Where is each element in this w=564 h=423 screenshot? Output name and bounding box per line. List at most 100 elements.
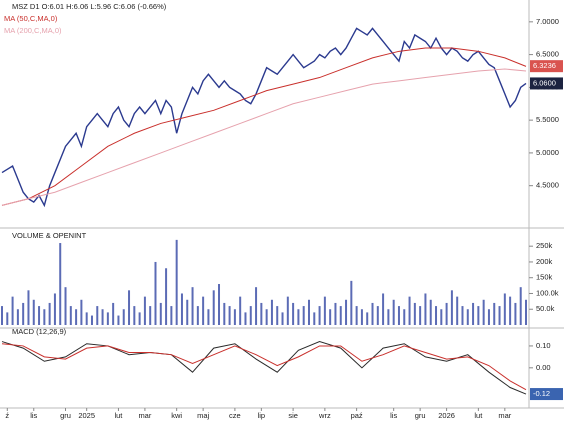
volume-bar — [307, 299, 310, 325]
volume-bar — [281, 312, 284, 325]
volume-bar — [159, 302, 162, 325]
y-tick-label: 50.0k — [536, 304, 555, 313]
volume-bar — [382, 293, 385, 325]
volume-bar — [122, 309, 125, 325]
volume-bar — [461, 306, 464, 325]
volume-bar — [435, 306, 438, 325]
volume-bar — [53, 293, 56, 325]
volume-bar — [69, 306, 72, 325]
volume-bar — [413, 302, 416, 325]
volume-bar — [440, 309, 443, 325]
x-tick-label: maj — [197, 411, 209, 420]
volume-bar — [196, 306, 199, 325]
volume-bar — [255, 287, 258, 325]
volume-bar — [466, 309, 469, 325]
y-tick-label: 0.10 — [536, 341, 551, 350]
panel-title: VOLUME & OPENINT — [12, 231, 87, 240]
volume-bar — [329, 309, 332, 325]
value-tag-label: 6.3236 — [533, 61, 556, 70]
volume-bar — [286, 296, 289, 325]
volume-bar — [318, 306, 321, 325]
volume-bar — [323, 296, 326, 325]
x-tick-label: lis — [390, 411, 397, 420]
volume-bar — [487, 309, 490, 325]
legend-entry: MA (50,C,MA,0) — [4, 14, 58, 23]
volume-bar — [75, 309, 78, 325]
volume-bar — [509, 296, 512, 325]
series-line — [1, 27, 527, 208]
volume-bar — [143, 296, 146, 325]
volume-bar — [218, 284, 221, 325]
volume-bar — [265, 309, 268, 325]
x-tick-label: gru — [60, 411, 71, 420]
value-tag — [530, 60, 563, 73]
x-tick-label: lis — [30, 411, 37, 420]
y-tick-label: 6.5000 — [536, 50, 559, 59]
volume-bar — [101, 309, 104, 325]
volume-bar — [48, 302, 51, 325]
volume-bar — [22, 302, 25, 325]
volume-bar — [133, 306, 136, 325]
volume-bar — [11, 296, 14, 325]
volume-bar — [519, 287, 522, 325]
volume-bar — [16, 309, 19, 325]
volume-bar — [223, 302, 226, 325]
volume-bar — [360, 309, 363, 325]
x-tick-label: ź — [5, 411, 9, 420]
value-tag — [530, 77, 563, 90]
y-tick-label: 0.00 — [536, 363, 551, 372]
volume-bar — [80, 299, 83, 325]
x-tick-label: lut — [114, 411, 123, 420]
x-tick-label: 2025 — [78, 411, 95, 420]
x-tick-label: gru — [415, 411, 426, 420]
volume-bar — [59, 243, 62, 325]
volume-bar — [90, 315, 93, 325]
volume-bar — [350, 280, 353, 325]
volume-bar — [117, 315, 120, 325]
volume-bar — [207, 309, 210, 325]
y-tick-label: 250k — [536, 241, 553, 250]
x-tick-label: mar — [498, 411, 511, 420]
volume-bar — [165, 268, 168, 325]
volume-bar — [456, 296, 459, 325]
volume-bar — [424, 293, 427, 325]
volume-bar — [387, 309, 390, 325]
volume-bar — [6, 312, 9, 325]
series-line — [1, 47, 527, 206]
volume-bar — [429, 299, 432, 325]
volume-bar — [233, 309, 236, 325]
x-tick-label: mar — [138, 411, 151, 420]
x-tick-label: cze — [229, 411, 241, 420]
y-tick-label: 4.5000 — [536, 181, 559, 190]
volume-bar — [43, 309, 46, 325]
volume-bar — [397, 306, 400, 325]
volume-bar — [371, 302, 374, 325]
volume-bar — [419, 306, 422, 325]
volume-bar — [85, 312, 88, 325]
volume-bar — [270, 299, 273, 325]
y-tick-label: 5.5000 — [536, 115, 559, 124]
series-line — [1, 68, 527, 206]
volume-bar — [249, 306, 252, 325]
volume-bar — [244, 312, 247, 325]
volume-bar — [503, 293, 506, 325]
volume-bar — [403, 309, 406, 325]
volume-bar — [27, 290, 30, 325]
volume-bar — [112, 302, 115, 325]
volume-bar — [477, 306, 480, 325]
legend-entry: MA (200,C,MA,0) — [4, 26, 62, 35]
volume-bar — [191, 287, 194, 325]
volume-bar — [376, 306, 379, 325]
volume-bar — [498, 306, 501, 325]
volume-bar — [302, 306, 305, 325]
volume-bar — [228, 306, 231, 325]
volume-bar — [514, 302, 517, 325]
value-tag-label: 6.0600 — [533, 78, 556, 87]
y-tick-label: 200k — [536, 257, 553, 266]
volume-bar — [482, 299, 485, 325]
x-tick-label: sie — [288, 411, 298, 420]
volume-bar — [170, 306, 173, 325]
panel-title: MACD (12,26,9) — [12, 327, 67, 336]
x-tick-label: 2026 — [438, 411, 455, 420]
